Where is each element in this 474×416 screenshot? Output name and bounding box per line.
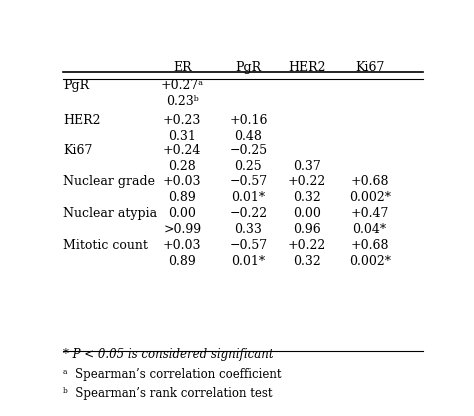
Text: +0.68: +0.68 bbox=[350, 175, 389, 188]
Text: −0.22: −0.22 bbox=[229, 207, 267, 220]
Text: PgR: PgR bbox=[236, 61, 262, 74]
Text: +0.27ᵃ: +0.27ᵃ bbox=[161, 79, 204, 92]
Text: 0.96: 0.96 bbox=[293, 223, 321, 236]
Text: 0.04*: 0.04* bbox=[353, 223, 387, 236]
Text: 0.48: 0.48 bbox=[235, 130, 263, 143]
Text: 0.33: 0.33 bbox=[235, 223, 263, 236]
Text: 0.002*: 0.002* bbox=[349, 191, 391, 204]
Text: Mitotic count: Mitotic count bbox=[63, 239, 148, 252]
Text: Nuclear atypia: Nuclear atypia bbox=[63, 207, 157, 220]
Text: * P < 0.05 is considered significant: * P < 0.05 is considered significant bbox=[63, 348, 273, 362]
Text: +0.03: +0.03 bbox=[163, 175, 201, 188]
Text: 0.31: 0.31 bbox=[168, 130, 196, 143]
Text: ER: ER bbox=[173, 61, 191, 74]
Text: 0.89: 0.89 bbox=[168, 255, 196, 268]
Text: 0.89: 0.89 bbox=[168, 191, 196, 204]
Text: PgR: PgR bbox=[63, 79, 89, 92]
Text: +0.24: +0.24 bbox=[163, 144, 201, 157]
Text: +0.23: +0.23 bbox=[163, 114, 201, 127]
Text: >0.99: >0.99 bbox=[163, 223, 201, 236]
Text: ᵇ  Spearman’s rank correlation test: ᵇ Spearman’s rank correlation test bbox=[63, 387, 273, 400]
Text: 0.01*: 0.01* bbox=[231, 191, 265, 204]
Text: +0.16: +0.16 bbox=[229, 114, 268, 127]
Text: −0.57: −0.57 bbox=[229, 175, 267, 188]
Text: Ki67: Ki67 bbox=[63, 144, 92, 157]
Text: Nuclear grade: Nuclear grade bbox=[63, 175, 155, 188]
Text: HER2: HER2 bbox=[63, 114, 100, 127]
Text: 0.01*: 0.01* bbox=[231, 255, 265, 268]
Text: 0.32: 0.32 bbox=[293, 191, 321, 204]
Text: 0.002*: 0.002* bbox=[349, 255, 391, 268]
Text: 0.00: 0.00 bbox=[293, 207, 321, 220]
Text: +0.68: +0.68 bbox=[350, 239, 389, 252]
Text: −0.57: −0.57 bbox=[229, 239, 267, 252]
Text: ᵃ  Spearman’s correlation coefficient: ᵃ Spearman’s correlation coefficient bbox=[63, 368, 282, 381]
Text: +0.03: +0.03 bbox=[163, 239, 201, 252]
Text: 0.37: 0.37 bbox=[293, 160, 321, 173]
Text: 0.23ᵇ: 0.23ᵇ bbox=[166, 95, 199, 108]
Text: HER2: HER2 bbox=[289, 61, 326, 74]
Text: −0.25: −0.25 bbox=[229, 144, 267, 157]
Text: +0.22: +0.22 bbox=[288, 239, 326, 252]
Text: 0.00: 0.00 bbox=[168, 207, 196, 220]
Text: Ki67: Ki67 bbox=[355, 61, 384, 74]
Text: +0.47: +0.47 bbox=[350, 207, 389, 220]
Text: 0.28: 0.28 bbox=[168, 160, 196, 173]
Text: 0.25: 0.25 bbox=[235, 160, 262, 173]
Text: 0.32: 0.32 bbox=[293, 255, 321, 268]
Text: +0.22: +0.22 bbox=[288, 175, 326, 188]
